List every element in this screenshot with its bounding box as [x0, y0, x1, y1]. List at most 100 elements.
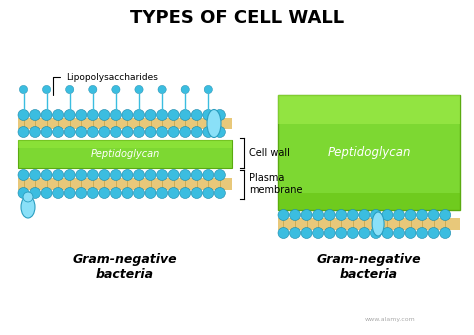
Circle shape — [168, 110, 179, 121]
Circle shape — [336, 209, 347, 220]
Circle shape — [145, 127, 156, 137]
Circle shape — [87, 188, 98, 199]
Ellipse shape — [207, 110, 221, 137]
Circle shape — [278, 209, 289, 220]
Circle shape — [29, 188, 41, 199]
Circle shape — [41, 188, 52, 199]
Ellipse shape — [21, 196, 35, 218]
Circle shape — [122, 170, 133, 181]
Circle shape — [29, 170, 41, 181]
Circle shape — [417, 209, 428, 220]
Bar — [18, 118, 232, 129]
Circle shape — [134, 127, 145, 137]
Circle shape — [76, 110, 87, 121]
Circle shape — [181, 85, 189, 93]
Circle shape — [134, 110, 145, 121]
Circle shape — [168, 188, 179, 199]
Circle shape — [43, 85, 51, 93]
Circle shape — [214, 110, 225, 121]
Circle shape — [347, 209, 358, 220]
Text: Cell wall: Cell wall — [249, 148, 290, 158]
Circle shape — [290, 209, 301, 220]
Circle shape — [204, 85, 212, 93]
Text: bacteria: bacteria — [340, 268, 398, 281]
Circle shape — [290, 227, 301, 239]
Circle shape — [76, 170, 87, 181]
Circle shape — [191, 127, 202, 137]
Circle shape — [41, 170, 52, 181]
Circle shape — [19, 85, 27, 93]
Circle shape — [41, 110, 52, 121]
Circle shape — [301, 227, 312, 239]
Circle shape — [65, 85, 74, 93]
Bar — [278, 218, 460, 230]
Text: TYPES OF CELL WALL: TYPES OF CELL WALL — [130, 9, 344, 27]
Bar — [278, 95, 460, 124]
Text: bacteria: bacteria — [96, 268, 154, 281]
Circle shape — [214, 170, 225, 181]
Text: Gram-negative: Gram-negative — [73, 254, 177, 267]
Circle shape — [29, 110, 41, 121]
Circle shape — [405, 209, 416, 220]
Circle shape — [145, 170, 156, 181]
Circle shape — [112, 85, 120, 93]
Text: Gram-negative: Gram-negative — [317, 254, 421, 267]
Circle shape — [382, 227, 393, 239]
Circle shape — [278, 227, 289, 239]
Circle shape — [359, 227, 370, 239]
Circle shape — [180, 127, 191, 137]
Circle shape — [324, 209, 335, 220]
Circle shape — [393, 209, 404, 220]
Circle shape — [99, 110, 110, 121]
Bar — [278, 95, 460, 210]
Circle shape — [191, 110, 202, 121]
Circle shape — [168, 170, 179, 181]
Circle shape — [110, 170, 121, 181]
Circle shape — [301, 209, 312, 220]
Circle shape — [76, 188, 87, 199]
Circle shape — [53, 170, 64, 181]
Circle shape — [156, 110, 168, 121]
Circle shape — [18, 127, 29, 137]
Circle shape — [53, 188, 64, 199]
Circle shape — [203, 127, 214, 137]
Circle shape — [23, 192, 33, 202]
Circle shape — [203, 110, 214, 121]
Circle shape — [428, 209, 439, 220]
Circle shape — [134, 170, 145, 181]
Circle shape — [191, 170, 202, 181]
Circle shape — [191, 188, 202, 199]
Circle shape — [336, 227, 347, 239]
Circle shape — [428, 227, 439, 239]
Circle shape — [180, 170, 191, 181]
Bar — [278, 193, 460, 210]
Circle shape — [203, 188, 214, 199]
Circle shape — [145, 110, 156, 121]
Ellipse shape — [372, 212, 384, 236]
Circle shape — [87, 127, 98, 137]
Circle shape — [29, 127, 41, 137]
Circle shape — [313, 227, 324, 239]
Text: Plasma
membrane: Plasma membrane — [249, 173, 302, 195]
Circle shape — [64, 127, 75, 137]
Circle shape — [156, 170, 168, 181]
Circle shape — [393, 227, 404, 239]
Circle shape — [64, 110, 75, 121]
Bar — [18, 140, 232, 168]
Circle shape — [417, 227, 428, 239]
Circle shape — [214, 127, 225, 137]
Circle shape — [180, 188, 191, 199]
Circle shape — [53, 110, 64, 121]
Circle shape — [41, 127, 52, 137]
Circle shape — [87, 170, 98, 181]
Circle shape — [359, 209, 370, 220]
Circle shape — [156, 188, 168, 199]
Circle shape — [168, 127, 179, 137]
Text: Lipopolysaccharides: Lipopolysaccharides — [53, 72, 158, 95]
Circle shape — [122, 127, 133, 137]
Circle shape — [122, 110, 133, 121]
Circle shape — [134, 188, 145, 199]
Circle shape — [18, 110, 29, 121]
Circle shape — [110, 110, 121, 121]
Circle shape — [18, 188, 29, 199]
